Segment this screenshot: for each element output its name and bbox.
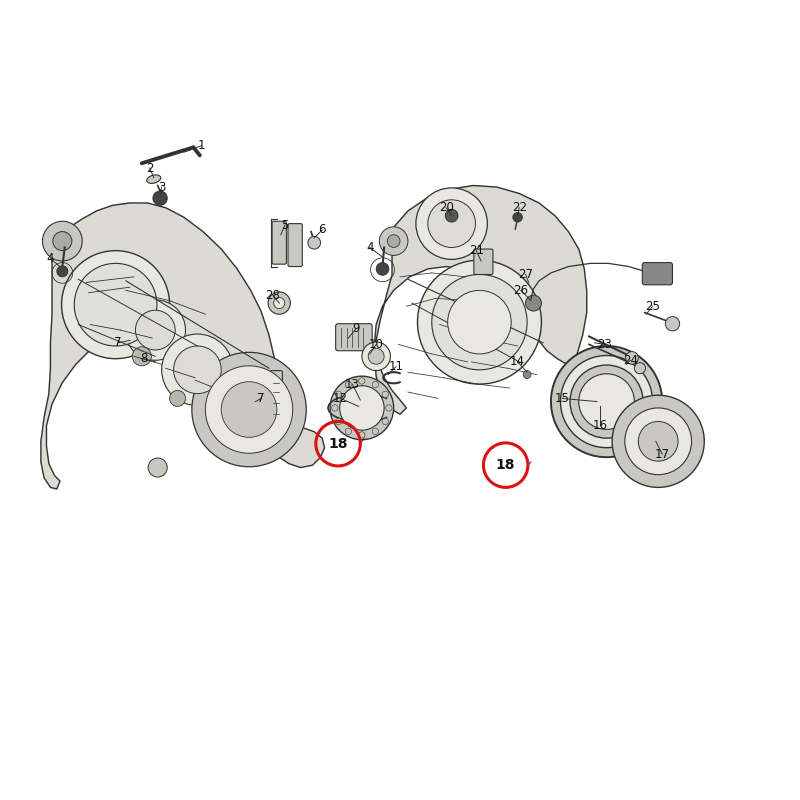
Circle shape bbox=[57, 266, 68, 277]
Text: 20: 20 bbox=[438, 202, 454, 214]
Circle shape bbox=[448, 290, 511, 354]
Text: 14: 14 bbox=[510, 355, 525, 368]
Circle shape bbox=[612, 395, 704, 487]
Text: 17: 17 bbox=[654, 447, 670, 461]
Circle shape bbox=[578, 374, 634, 430]
Circle shape bbox=[368, 348, 384, 364]
FancyBboxPatch shape bbox=[642, 262, 673, 285]
Circle shape bbox=[153, 191, 167, 206]
Text: 18: 18 bbox=[328, 437, 348, 450]
Text: 9: 9 bbox=[353, 322, 360, 335]
Text: 5: 5 bbox=[281, 218, 289, 232]
Circle shape bbox=[523, 370, 531, 378]
Circle shape bbox=[376, 262, 389, 275]
Circle shape bbox=[372, 382, 378, 388]
Circle shape bbox=[62, 250, 170, 358]
Circle shape bbox=[192, 352, 306, 466]
Circle shape bbox=[561, 355, 653, 448]
Text: 6: 6 bbox=[318, 223, 326, 237]
Text: 13: 13 bbox=[345, 378, 360, 390]
Text: 21: 21 bbox=[469, 244, 484, 257]
Circle shape bbox=[358, 378, 365, 384]
Text: 25: 25 bbox=[645, 300, 660, 313]
Circle shape bbox=[148, 458, 167, 477]
FancyBboxPatch shape bbox=[270, 370, 282, 426]
Circle shape bbox=[382, 391, 389, 398]
Text: 28: 28 bbox=[266, 289, 280, 302]
Circle shape bbox=[174, 346, 222, 394]
Circle shape bbox=[53, 231, 72, 250]
Ellipse shape bbox=[146, 175, 161, 183]
Circle shape bbox=[330, 376, 394, 440]
Text: 10: 10 bbox=[369, 338, 384, 351]
Text: 26: 26 bbox=[514, 284, 528, 297]
Circle shape bbox=[416, 188, 487, 259]
Circle shape bbox=[345, 428, 351, 434]
Text: 12: 12 bbox=[333, 392, 348, 405]
FancyBboxPatch shape bbox=[474, 249, 493, 274]
FancyBboxPatch shape bbox=[336, 324, 372, 350]
Text: 27: 27 bbox=[518, 268, 533, 281]
Circle shape bbox=[570, 365, 643, 438]
Text: 11: 11 bbox=[389, 360, 403, 373]
Circle shape bbox=[345, 382, 351, 388]
Circle shape bbox=[372, 428, 378, 434]
Text: 15: 15 bbox=[554, 392, 570, 405]
Circle shape bbox=[332, 405, 338, 411]
Circle shape bbox=[362, 342, 390, 370]
Circle shape bbox=[386, 405, 392, 411]
Circle shape bbox=[526, 295, 542, 311]
Polygon shape bbox=[374, 186, 605, 414]
Circle shape bbox=[125, 300, 186, 360]
Text: 2: 2 bbox=[146, 162, 154, 174]
Circle shape bbox=[170, 390, 186, 406]
Circle shape bbox=[340, 386, 384, 430]
Circle shape bbox=[206, 366, 293, 454]
Circle shape bbox=[335, 391, 342, 398]
Text: 22: 22 bbox=[512, 202, 526, 214]
Circle shape bbox=[418, 260, 542, 384]
Circle shape bbox=[379, 227, 408, 255]
Text: 1: 1 bbox=[198, 139, 205, 152]
Polygon shape bbox=[41, 203, 325, 489]
Text: 24: 24 bbox=[623, 354, 638, 366]
Circle shape bbox=[551, 346, 662, 458]
Circle shape bbox=[387, 234, 400, 247]
Circle shape bbox=[634, 362, 646, 374]
Circle shape bbox=[625, 408, 691, 474]
Text: 7: 7 bbox=[114, 336, 122, 350]
Circle shape bbox=[42, 222, 82, 261]
Circle shape bbox=[308, 236, 321, 249]
Text: 4: 4 bbox=[366, 241, 374, 254]
Circle shape bbox=[222, 382, 277, 438]
Circle shape bbox=[268, 292, 290, 314]
Circle shape bbox=[428, 200, 475, 247]
Circle shape bbox=[382, 418, 389, 425]
Circle shape bbox=[446, 210, 458, 222]
Text: 7: 7 bbox=[258, 392, 265, 405]
Text: 4: 4 bbox=[46, 252, 54, 265]
Text: 3: 3 bbox=[158, 181, 166, 194]
Circle shape bbox=[274, 298, 285, 309]
Circle shape bbox=[666, 317, 680, 331]
Circle shape bbox=[135, 310, 175, 350]
Text: 18: 18 bbox=[496, 458, 515, 472]
Circle shape bbox=[335, 418, 342, 425]
Circle shape bbox=[626, 351, 638, 364]
Circle shape bbox=[432, 274, 527, 370]
FancyBboxPatch shape bbox=[288, 224, 302, 266]
Circle shape bbox=[638, 422, 678, 461]
Text: 16: 16 bbox=[593, 419, 608, 432]
Circle shape bbox=[162, 334, 233, 406]
Text: 8: 8 bbox=[141, 352, 148, 365]
Text: 23: 23 bbox=[598, 338, 613, 351]
Circle shape bbox=[513, 213, 522, 222]
Circle shape bbox=[74, 263, 157, 346]
Circle shape bbox=[358, 432, 365, 438]
Circle shape bbox=[132, 346, 151, 366]
FancyBboxPatch shape bbox=[272, 222, 286, 264]
